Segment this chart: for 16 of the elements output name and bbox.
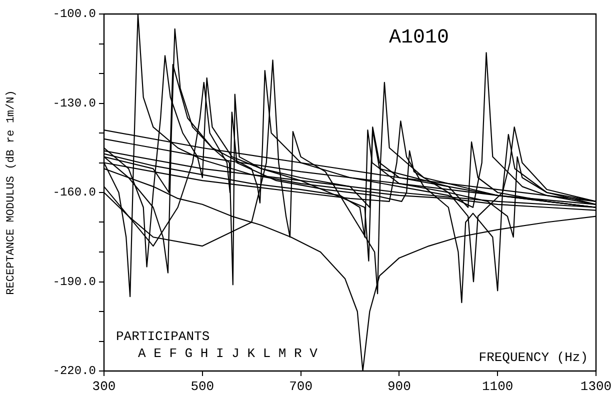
x-tick-label: 300 [92, 379, 116, 394]
y-tick-label: -100.0 [52, 7, 96, 22]
annotation: A E F G H I J K L M R V [138, 346, 318, 361]
y-tick-label: -160.0 [52, 186, 96, 200]
y-tick-label: -190.0 [52, 274, 96, 289]
x-tick-label: 900 [387, 379, 411, 394]
y-tick-label: -220.0 [52, 364, 96, 378]
x-axis-title: FREQUENCY (Hz) [478, 350, 588, 365]
x-tick-label: 1300 [580, 379, 612, 394]
text: A1010 [389, 26, 450, 50]
y-axis-title: RECEPTANCE MODULUS (dB re 1m/N) [6, 90, 18, 295]
x-tick-label: 700 [289, 379, 313, 394]
annotation: PARTICIPANTS [116, 329, 210, 344]
x-tick-label: 1100 [482, 379, 514, 394]
x-tick-label: 500 [190, 379, 214, 394]
y-tick-label: -130.0 [52, 96, 96, 110]
